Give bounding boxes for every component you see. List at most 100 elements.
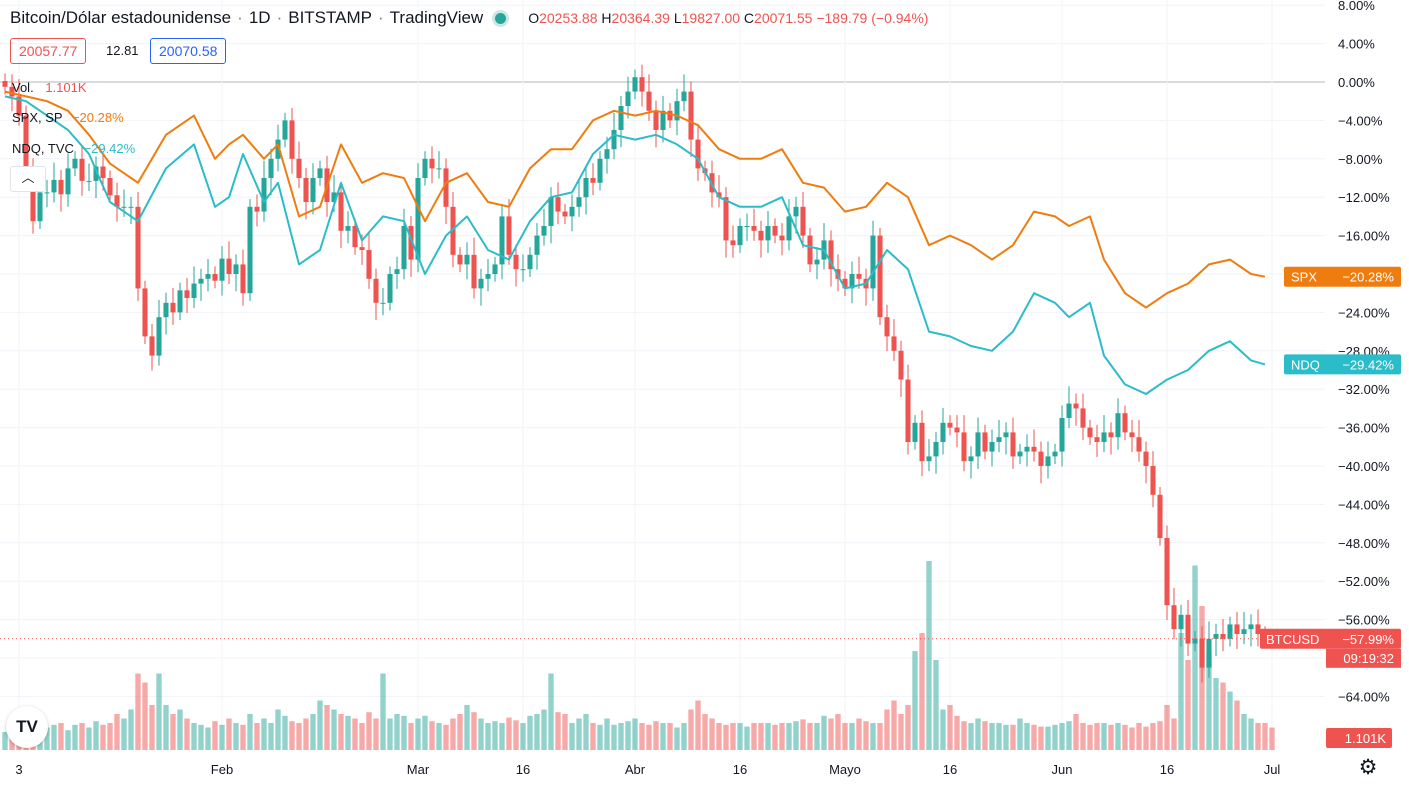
sell-price-button[interactable]: 20057.77: [10, 38, 87, 64]
candle-body: [779, 235, 785, 241]
candle-body: [23, 115, 29, 174]
volume-bar: [100, 724, 106, 750]
volume-bar: [849, 723, 855, 750]
price-axis[interactable]: 8.00% 4.00% 0.00% −4.00% −8.00% −12.00% −16.00…: [1338, 0, 1390, 704]
volume-bar: [758, 723, 764, 750]
y-tick-label: −36.00%: [1338, 421, 1390, 436]
candle-body: [737, 226, 743, 246]
legend-volume[interactable]: Vol. 1.101K: [12, 80, 87, 95]
candle-body: [394, 269, 400, 274]
last-value-tags: SPX −20.28% NDQ −29.42% BTCUSD −57.99% 09:19:3…: [1260, 266, 1401, 748]
candle-body: [65, 168, 71, 195]
volume-bar: [1241, 714, 1247, 750]
volume-bar: [744, 726, 750, 750]
volume-bar: [527, 715, 533, 750]
tradingview-logo-icon[interactable]: TV: [6, 706, 48, 748]
volume-bar: [338, 714, 344, 750]
volume-bar: [324, 705, 330, 750]
volume-bar: [177, 709, 183, 750]
candle-body: [247, 206, 253, 294]
volume-bar: [898, 714, 904, 750]
candle-body: [625, 91, 631, 106]
candle-body: [1171, 605, 1177, 630]
symbol-name[interactable]: Bitcoin/Dólar estadounidense: [10, 8, 232, 27]
interval-label[interactable]: 1D: [248, 8, 271, 27]
candle-body: [982, 432, 988, 452]
volume-bar: [268, 723, 274, 750]
volume-bar: [401, 715, 407, 750]
volume-bar: [653, 721, 659, 750]
legend-spx[interactable]: SPX, SP −20.28%: [12, 110, 124, 125]
y-tick-label: −32.00%: [1338, 382, 1390, 397]
candle-body: [716, 192, 722, 198]
volume-bar: [604, 718, 610, 750]
volume-bar: [142, 682, 148, 750]
volume-bar: [422, 715, 428, 750]
volume-bar: [1269, 727, 1275, 750]
candle-body: [170, 302, 176, 313]
market-status-icon[interactable]: [495, 12, 507, 24]
volume-bar: [303, 718, 309, 750]
volume-bar: [499, 723, 505, 750]
candle-body: [114, 195, 120, 207]
volume-bar: [1059, 723, 1065, 750]
volume-bar: [51, 724, 57, 750]
candle-body: [219, 258, 225, 281]
candle-body: [667, 110, 673, 121]
collapse-legend-button[interactable]: ︿: [10, 166, 46, 192]
volume-bar: [772, 724, 778, 750]
candle-body: [611, 130, 617, 150]
volume-bar: [807, 723, 813, 750]
candle-body: [128, 206, 134, 208]
volume-bar: [982, 721, 988, 750]
chart-header[interactable]: Bitcoin/Dólar estadounidense · 1D · BITS…: [10, 8, 928, 28]
candle-body: [149, 336, 155, 356]
candle-body: [590, 178, 596, 183]
candle-body: [1164, 538, 1170, 606]
volume-bar: [730, 723, 736, 750]
candle-body: [415, 178, 421, 260]
legend-ndq[interactable]: NDQ, TVC −29.42%: [12, 141, 135, 156]
candle-body: [1220, 634, 1226, 639]
volume-bar: [163, 705, 169, 750]
volume-bar: [1038, 726, 1044, 750]
volume-bar: [93, 721, 99, 750]
volume-bar: [72, 724, 78, 750]
volume-tag: [1326, 728, 1392, 748]
y-tick-label: −24.00%: [1338, 305, 1390, 320]
candle-body: [226, 258, 232, 274]
candle-body: [366, 250, 372, 279]
candle-body: [506, 216, 512, 255]
candle-body: [744, 226, 750, 227]
gear-icon[interactable]: ⚙: [1358, 756, 1378, 779]
volume-bar: [366, 712, 372, 750]
volume-bar: [765, 723, 771, 750]
volume-bar: [1101, 723, 1107, 750]
candle-body: [37, 192, 43, 222]
candle-body: [681, 91, 687, 102]
volume-bar: [779, 723, 785, 750]
candle-body: [905, 379, 911, 442]
volume-bar: [1052, 724, 1058, 750]
candle-body: [9, 86, 15, 97]
volume-bar: [1010, 724, 1016, 750]
candle-body: [93, 166, 99, 181]
candle-body: [429, 158, 435, 169]
volume-bar: [590, 723, 596, 750]
y-tick-label: 4.00%: [1338, 37, 1375, 52]
volume-bar: [856, 718, 862, 750]
candle-body: [793, 206, 799, 217]
candle-body: [1010, 432, 1016, 457]
exchange-label: BITSTAMP: [288, 8, 372, 27]
volume-bar: [1024, 723, 1030, 750]
volume-bar: [639, 723, 645, 750]
btc-tag-name: BTCUSD: [1266, 632, 1319, 647]
candle-body: [996, 437, 1002, 442]
candle-body: [30, 173, 36, 222]
low-label: L: [673, 10, 682, 26]
buy-price-button[interactable]: 20070.58: [150, 38, 227, 64]
candle-body: [1234, 624, 1240, 634]
candle-body: [800, 206, 806, 236]
time-axis[interactable]: 3 Feb Mar 16 Abr 16 Mayo 16 Jun 16 Jul: [15, 762, 1280, 777]
